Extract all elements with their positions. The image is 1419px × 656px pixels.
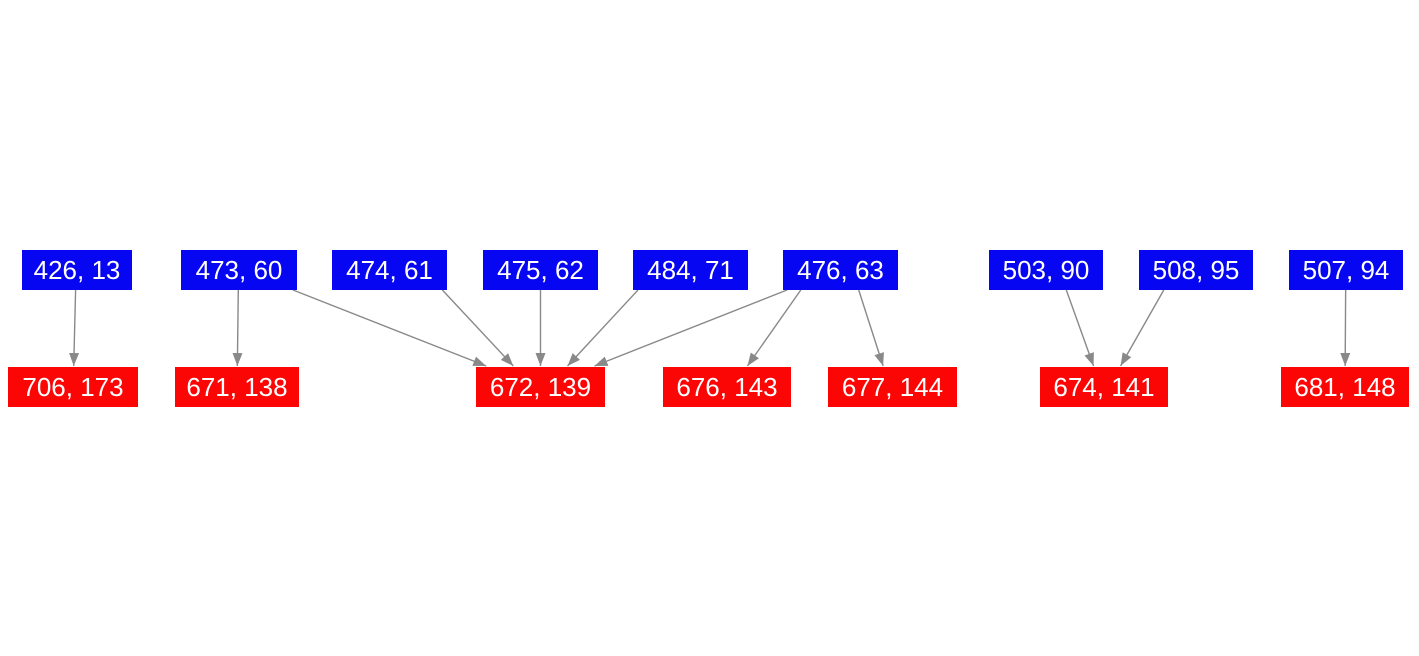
node-b503: 503, 90 bbox=[989, 250, 1103, 290]
edge-b426-r706 bbox=[69, 289, 80, 367]
edge-b503-r674 bbox=[1065, 289, 1095, 367]
node-b475: 475, 62 bbox=[483, 250, 598, 290]
node-b426: 426, 13 bbox=[22, 250, 132, 290]
edge-b484-r672 bbox=[566, 289, 639, 367]
node-r677: 677, 144 bbox=[828, 367, 957, 407]
edge-b473-r672 bbox=[292, 289, 487, 367]
edge-b508-r674 bbox=[1119, 289, 1165, 367]
edge-b476-r672 bbox=[594, 289, 788, 367]
node-r671: 671, 138 bbox=[175, 367, 299, 407]
node-r706: 706, 173 bbox=[8, 367, 138, 407]
node-r674: 674, 141 bbox=[1040, 367, 1168, 407]
node-b473: 473, 60 bbox=[181, 250, 297, 290]
edge-b476-r677 bbox=[858, 289, 884, 367]
edge-b476-r676 bbox=[746, 289, 802, 367]
node-b476: 476, 63 bbox=[783, 250, 898, 290]
node-b508: 508, 95 bbox=[1139, 250, 1253, 290]
node-b507: 507, 94 bbox=[1289, 250, 1403, 290]
edge-b474-r672 bbox=[441, 289, 514, 367]
node-b474: 474, 61 bbox=[332, 250, 447, 290]
node-r681: 681, 148 bbox=[1281, 367, 1409, 407]
edge-b473-r671 bbox=[232, 289, 243, 367]
node-r672: 672, 139 bbox=[476, 367, 605, 407]
node-r676: 676, 143 bbox=[663, 367, 791, 407]
node-b484: 484, 71 bbox=[633, 250, 748, 290]
